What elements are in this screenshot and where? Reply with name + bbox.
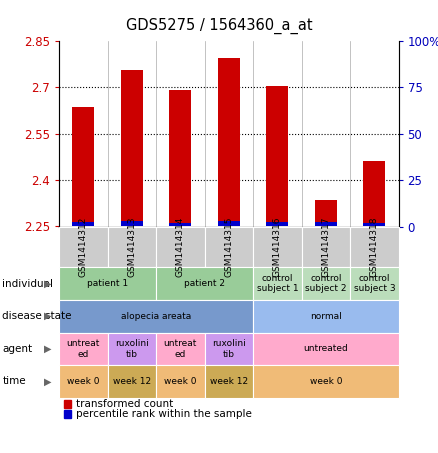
Bar <box>266 222 288 226</box>
Text: untreat
ed: untreat ed <box>67 339 100 358</box>
Text: GSM1414317: GSM1414317 <box>321 217 330 277</box>
Text: ruxolini
tib: ruxolini tib <box>115 339 149 358</box>
Text: patient 1: patient 1 <box>87 279 128 288</box>
Bar <box>121 221 143 226</box>
Text: individual: individual <box>2 279 53 289</box>
Text: percentile rank within the sample: percentile rank within the sample <box>76 409 252 419</box>
Text: alopecia areata: alopecia areata <box>121 312 191 321</box>
Bar <box>364 161 385 226</box>
Text: untreated: untreated <box>304 344 348 353</box>
Text: ▶: ▶ <box>44 279 52 289</box>
Text: GSM1414313: GSM1414313 <box>127 217 136 277</box>
Text: time: time <box>2 376 26 386</box>
Bar <box>218 58 240 226</box>
Text: ruxolini
tib: ruxolini tib <box>212 339 246 358</box>
Text: agent: agent <box>2 344 32 354</box>
Text: control
subject 3: control subject 3 <box>353 274 395 293</box>
Text: GSM1414316: GSM1414316 <box>273 217 282 277</box>
Text: week 12: week 12 <box>210 377 248 386</box>
Text: week 0: week 0 <box>67 377 99 386</box>
Bar <box>315 222 337 226</box>
Text: control
subject 2: control subject 2 <box>305 274 346 293</box>
Bar <box>72 107 94 226</box>
Text: week 12: week 12 <box>113 377 151 386</box>
Text: patient 2: patient 2 <box>184 279 225 288</box>
Text: control
subject 1: control subject 1 <box>257 274 298 293</box>
Text: ▶: ▶ <box>44 376 52 386</box>
Text: GDS5275 / 1564360_a_at: GDS5275 / 1564360_a_at <box>126 18 312 34</box>
Bar <box>170 90 191 226</box>
Text: normal: normal <box>310 312 342 321</box>
Bar <box>170 223 191 226</box>
Text: ▶: ▶ <box>44 311 52 321</box>
Text: GSM1414314: GSM1414314 <box>176 217 185 277</box>
Bar <box>218 221 240 226</box>
Text: GSM1414318: GSM1414318 <box>370 217 379 277</box>
Text: week 0: week 0 <box>164 377 197 386</box>
Bar <box>72 222 94 226</box>
Bar <box>364 223 385 226</box>
Text: disease state: disease state <box>2 311 72 321</box>
Text: week 0: week 0 <box>310 377 342 386</box>
Bar <box>315 200 337 226</box>
Text: transformed count: transformed count <box>76 399 173 409</box>
Text: GSM1414315: GSM1414315 <box>224 217 233 277</box>
Bar <box>121 70 143 226</box>
Text: untreat
ed: untreat ed <box>164 339 197 358</box>
Text: ▶: ▶ <box>44 344 52 354</box>
Text: GSM1414312: GSM1414312 <box>79 217 88 277</box>
Bar <box>266 86 288 226</box>
